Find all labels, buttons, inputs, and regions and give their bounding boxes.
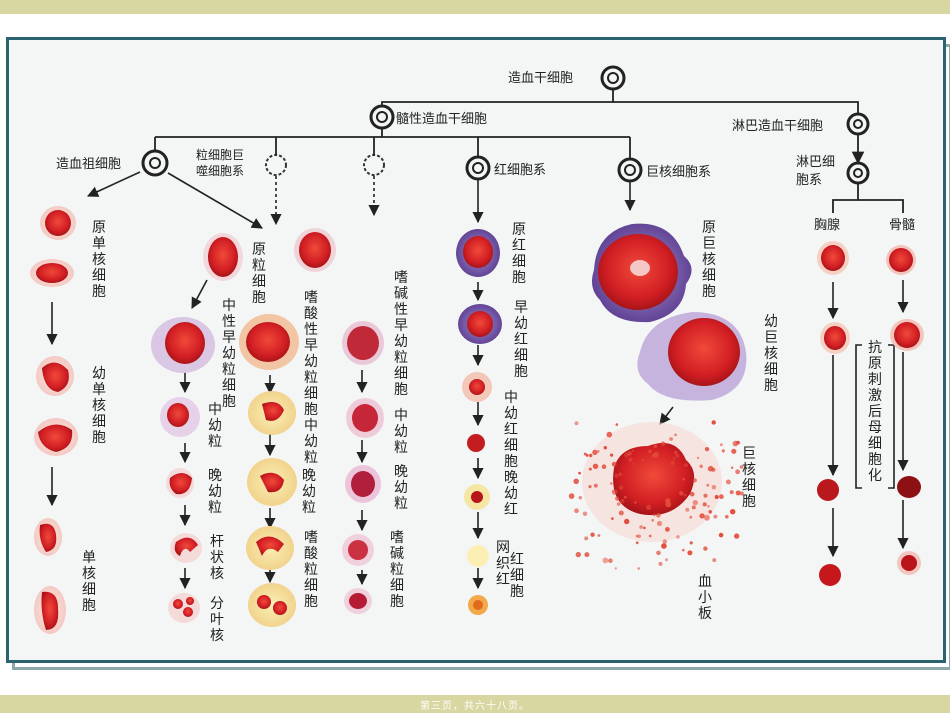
label-eosinophil: 嗜酸粒细胞 [304, 530, 318, 610]
label-thymus: 胸腺 [814, 218, 840, 233]
lymphocyte-series-cells [817, 241, 924, 586]
label-band: 杆状核 [210, 534, 224, 582]
label-monocyte: 单核细胞 [82, 550, 96, 614]
label-promonocyte: 幼单核细胞 [92, 366, 106, 446]
label-segmented: 分叶核 [210, 596, 224, 644]
label-neutro-myelo: 中幼粒 [208, 402, 222, 450]
label-hsc: 造血干细胞 [508, 71, 573, 86]
label-baso-meta: 晚幼粒 [394, 464, 408, 512]
top-band [0, 0, 950, 14]
monocyte-series-cells [30, 206, 78, 634]
label-eos-promyelo: 嗜酸性早幼粒细胞中幼粒 [304, 290, 318, 466]
label-lymph-series-1: 淋巴细 [796, 155, 835, 170]
label-reticulocyte: 网织红 [496, 540, 510, 588]
label-neutro-promyelo: 中性早幼粒细胞 [222, 298, 236, 410]
neutrophil-series-cells [151, 233, 243, 623]
label-megakaryoblast: 原巨核细胞 [702, 220, 716, 300]
label-mono-progenitor: 造血祖细胞 [56, 157, 121, 172]
label-megakaryocyte: 巨核细胞 [742, 446, 756, 510]
label-lymphoid: 淋巴造血干细胞 [732, 119, 823, 134]
label-marrow: 骨髓 [889, 218, 915, 233]
megakaryocyte-series-cells [582, 223, 747, 542]
label-early-erythro: 早幼红细胞 [514, 300, 528, 380]
vertical-labels: 原单核细胞幼单核细胞单核细胞原粒细胞中性早幼粒细胞中幼粒晚幼粒杆状核分叶核嗜酸性… [82, 220, 882, 644]
platelet-dots [568, 420, 744, 570]
label-myeloid: 髓性造血干细胞 [396, 112, 487, 127]
rbc-progenitor-icon [465, 155, 491, 181]
eosinophil-series-cells [239, 228, 336, 627]
label-antigen-stim: 抗原刺激后母细胞化 [868, 340, 882, 484]
baso-progenitor-icon [363, 154, 385, 176]
hsc-cell-icon [600, 65, 626, 91]
label-mid-late-erythro: 中幼红细胞晚幼红 [504, 390, 518, 518]
label-baso-promyelo: 嗜碱性早幼粒细胞 [394, 270, 408, 398]
label-basophil: 嗜碱粒细胞 [390, 530, 404, 610]
gran-progenitor-icon [265, 154, 287, 176]
label-gran-mega-2: 噬细胞系 [196, 163, 244, 178]
label-lymph-series-2: 胞系 [796, 173, 822, 188]
mono-progenitor-icon [141, 149, 169, 177]
label-erythrocyte: 红细胞 [510, 552, 524, 600]
label-platelet: 血小板 [698, 574, 712, 622]
flow-arrows [46, 171, 909, 590]
label-promegakaryocyte: 幼巨核细胞 [764, 314, 778, 394]
label-myeloblast: 原粒细胞 [252, 242, 266, 306]
lymphoid-cell-icon [846, 112, 870, 136]
label-eos-meta: 晚幼粒 [302, 468, 316, 516]
bottom-band [0, 695, 950, 713]
page-number: 第三页，共六十八页。 [420, 701, 530, 712]
lymph-progenitor-icon [846, 161, 870, 185]
label-proerythroblast: 原红细胞 [512, 222, 526, 286]
basophil-series-cells [342, 321, 384, 614]
label-monoblast: 原单核细胞 [92, 220, 106, 300]
label-rbc-series: 红细胞系 [494, 162, 546, 178]
label-baso-myelo: 中幼粒 [394, 408, 408, 456]
mega-progenitor-icon [617, 157, 643, 183]
tree-lines [154, 89, 904, 213]
myeloid-cell-icon [369, 104, 395, 130]
label-gran-mega-1: 粒细胞巨 [196, 147, 244, 162]
erythrocyte-series-cells [456, 229, 502, 615]
label-neutro-meta: 晚幼粒 [208, 468, 222, 516]
label-mega-series: 巨核细胞系 [646, 165, 711, 180]
